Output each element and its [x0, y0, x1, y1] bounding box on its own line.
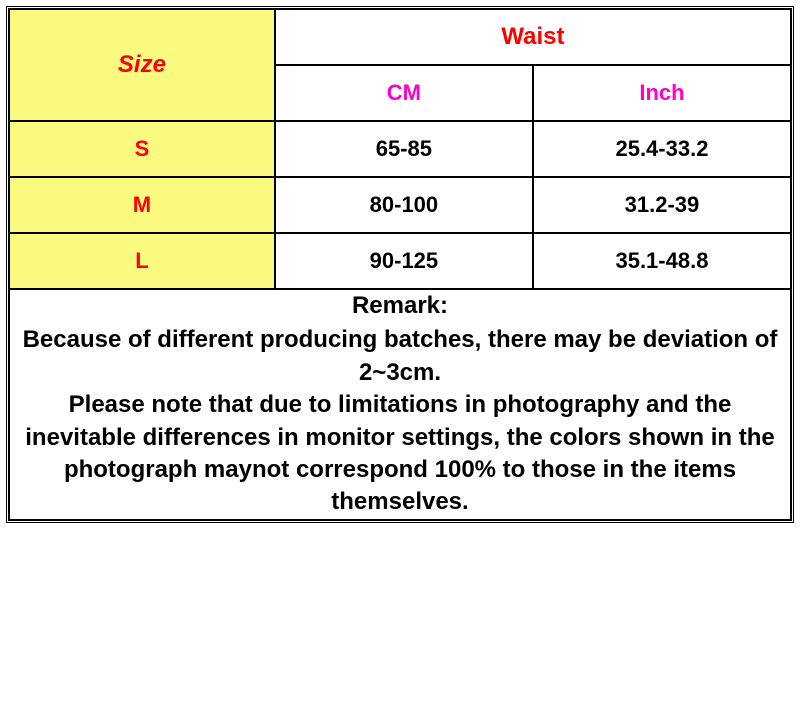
row-inch-value: 31.2-39: [533, 177, 791, 233]
size-chart-container: Size Waist CM Inch S 65-85 25.4-33.2 M 8…: [6, 6, 794, 523]
table-row: M 80-100 31.2-39: [9, 177, 791, 233]
remark-line-1: Because of different producing batches, …: [23, 326, 778, 385]
row-size-label: M: [9, 177, 275, 233]
subheader-inch: Inch: [533, 65, 791, 121]
row-inch-value: 25.4-33.2: [533, 121, 791, 177]
table-row: L 90-125 35.1-48.8: [9, 233, 791, 289]
header-size: Size: [9, 9, 275, 121]
header-row-1: Size Waist: [9, 9, 791, 65]
row-cm-value: 90-125: [275, 233, 533, 289]
row-size-label: L: [9, 233, 275, 289]
row-cm-value: 65-85: [275, 121, 533, 177]
remark-cell: Remark: Because of different producing b…: [9, 289, 791, 520]
remark-row: Remark: Because of different producing b…: [9, 289, 791, 520]
row-size-label: S: [9, 121, 275, 177]
table-row: S 65-85 25.4-33.2: [9, 121, 791, 177]
remark-title: Remark:: [10, 290, 790, 322]
row-inch-value: 35.1-48.8: [533, 233, 791, 289]
row-cm-value: 80-100: [275, 177, 533, 233]
subheader-cm: CM: [275, 65, 533, 121]
remark-line-2: Please note that due to limitations in p…: [25, 391, 774, 515]
size-chart-table: Size Waist CM Inch S 65-85 25.4-33.2 M 8…: [9, 9, 791, 520]
header-waist: Waist: [275, 9, 791, 65]
